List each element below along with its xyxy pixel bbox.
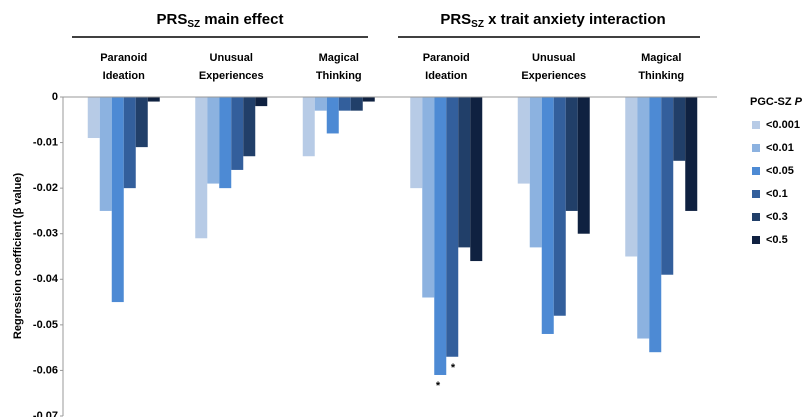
bar	[255, 97, 268, 107]
legend-label: <0.5	[766, 234, 788, 246]
bar	[685, 97, 698, 211]
y-tick-label: -0.03	[33, 228, 58, 240]
y-tick-label: -0.04	[33, 273, 59, 285]
bar	[302, 97, 315, 157]
annotation: *	[451, 362, 456, 374]
bar	[529, 97, 542, 248]
bar	[470, 97, 483, 262]
bar	[661, 97, 674, 275]
bar	[231, 97, 244, 170]
annotation: *	[436, 380, 441, 392]
x-category-label: Experiences	[521, 70, 586, 82]
legend-title-p: P	[795, 96, 803, 108]
bar	[637, 97, 650, 339]
legend-title-main: PGC-SZ	[750, 96, 795, 108]
panel-title: PRSSZ main effect	[157, 11, 284, 30]
bar	[147, 97, 160, 102]
legend-label: <0.1	[766, 188, 788, 200]
bar	[362, 97, 375, 102]
bar	[446, 97, 459, 357]
panel-title-main: PRS	[157, 11, 188, 28]
bar	[207, 97, 220, 184]
bar	[434, 97, 447, 375]
x-category-label: Thinking	[316, 70, 362, 82]
bar	[553, 97, 566, 316]
x-category-label: Paranoid	[100, 52, 147, 64]
legend-swatch	[752, 190, 760, 198]
y-tick-label: -0.06	[33, 364, 58, 376]
panel-title-sub: SZ	[471, 19, 484, 30]
bar	[243, 97, 256, 157]
panel-title: PRSSZ x trait anxiety interaction	[440, 11, 665, 30]
legend-swatch	[752, 144, 760, 152]
x-category-label: Unusual	[532, 52, 575, 64]
x-category-label: Magical	[641, 52, 681, 64]
x-category-label: Magical	[319, 52, 359, 64]
panel-title-rest: x trait anxiety interaction	[484, 11, 666, 28]
legend-label: <0.001	[766, 119, 800, 131]
x-category-label: Unusual	[210, 52, 253, 64]
y-tick-label: -0.05	[33, 319, 58, 331]
legend-swatch	[752, 236, 760, 244]
bar	[649, 97, 662, 353]
bar	[577, 97, 590, 234]
bar	[410, 97, 423, 189]
y-tick-label: 0	[52, 91, 58, 103]
legend-swatch	[752, 121, 760, 129]
bar	[625, 97, 638, 257]
bar	[565, 97, 578, 211]
y-tick-label: -0.01	[33, 136, 58, 148]
bar	[458, 97, 471, 248]
legend-label: <0.05	[766, 165, 794, 177]
y-tick-label: -0.02	[33, 182, 58, 194]
bar	[673, 97, 686, 161]
bar	[422, 97, 435, 298]
bar	[135, 97, 148, 148]
y-axis-label: Regression coefficient (β value)	[12, 173, 24, 340]
bar	[338, 97, 351, 111]
legend-swatch	[752, 213, 760, 221]
legend-title: PGC-SZ P	[750, 96, 803, 108]
bar	[517, 97, 530, 184]
legend-label: <0.01	[766, 142, 794, 154]
x-category-label: Ideation	[103, 70, 145, 82]
x-category-label: Experiences	[199, 70, 264, 82]
bar	[350, 97, 363, 111]
legend-swatch	[752, 167, 760, 175]
bar	[541, 97, 554, 334]
x-category-label: Paranoid	[423, 52, 470, 64]
panel-title-sub: SZ	[187, 19, 200, 30]
legend-label: <0.3	[766, 211, 788, 223]
bar	[99, 97, 112, 211]
x-category-label: Thinking	[638, 70, 684, 82]
bar	[326, 97, 339, 134]
bar	[87, 97, 100, 139]
bar	[123, 97, 136, 189]
bar	[195, 97, 208, 239]
bar	[111, 97, 124, 303]
y-tick-label: -0.07	[33, 410, 58, 417]
panel-title-rest: main effect	[200, 11, 283, 28]
bar	[219, 97, 232, 189]
panel-title-main: PRS	[440, 11, 471, 28]
x-category-label: Ideation	[425, 70, 467, 82]
bar	[314, 97, 327, 111]
